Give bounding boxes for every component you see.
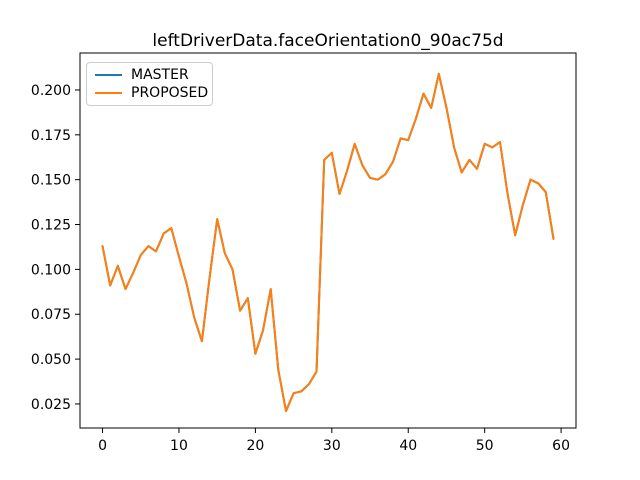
legend-line-sample-master	[95, 74, 122, 76]
legend-label-proposed: PROPOSED	[131, 85, 209, 101]
legend-item-master: MASTER	[87, 66, 212, 84]
y-tick-label: 0.025	[31, 397, 71, 413]
line-proposed	[101, 72, 555, 413]
y-tick-label: 0.175	[31, 128, 71, 144]
legend-line-sample-proposed	[95, 92, 122, 94]
y-axis: 0.025 0.050 0.075 0.100 0.125 0.150 0.175 0.200	[31, 83, 80, 413]
chart-title: leftDriverData.faceOrientation0_90ac75d	[152, 31, 504, 51]
legend-item-proposed: PROPOSED	[87, 84, 212, 102]
y-tick-label: 0.200	[31, 83, 71, 99]
legend-label-master: MASTER	[131, 67, 189, 83]
x-tick-label: 20	[246, 438, 264, 454]
line-master	[101, 72, 555, 413]
x-axis: 0 10 20 30 40 50 60	[98, 428, 570, 454]
x-tick-label: 40	[399, 438, 417, 454]
plot-border	[79, 52, 577, 429]
x-tick-label: 50	[476, 438, 494, 454]
axes	[79, 52, 577, 429]
y-tick-label: 0.075	[31, 307, 71, 323]
y-tick-label: 0.150	[31, 173, 71, 189]
y-tick-label: 0.100	[31, 262, 71, 278]
y-tick-label: 0.050	[31, 352, 71, 368]
x-tick-label: 10	[170, 438, 188, 454]
x-tick-label: 0	[98, 438, 107, 454]
legend: MASTER PROPOSED	[86, 62, 213, 106]
y-tick-label: 0.125	[31, 218, 71, 234]
x-tick-label: 60	[552, 438, 570, 454]
x-tick-label: 30	[323, 438, 341, 454]
